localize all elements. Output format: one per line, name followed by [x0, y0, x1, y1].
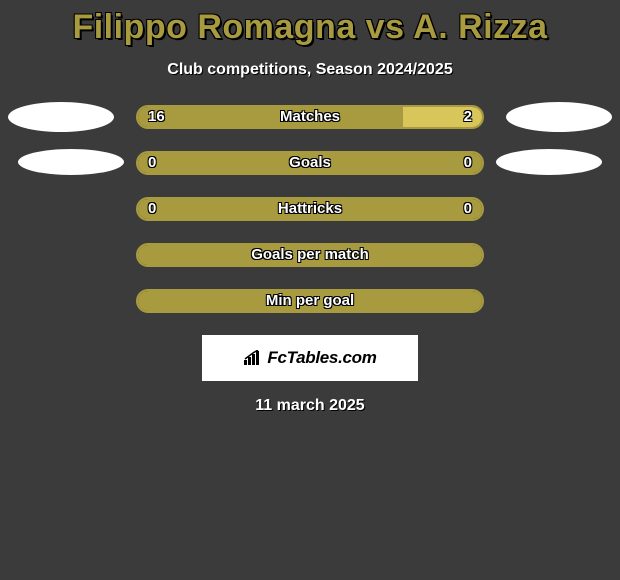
stat-label: Goals: [138, 153, 482, 173]
stat-value-left: 0: [148, 199, 156, 219]
stat-label: Hattricks: [138, 199, 482, 219]
watermark-badge: FcTables.com: [202, 335, 418, 381]
stat-bar: Matches16 2: [136, 105, 484, 129]
chart-icon: [243, 350, 263, 366]
stats-rows: Matches162Goals00Hattricks00Goals per ma…: [0, 105, 620, 313]
stat-row: Goals per match: [0, 243, 620, 267]
comparison-infographic: Filippo Romagna vs A. Rizza Club competi…: [0, 0, 620, 415]
stat-value-right: 0: [464, 153, 472, 173]
stat-label: Goals per match: [138, 245, 482, 265]
player-photo-left: [18, 149, 124, 175]
player-photo-right: [496, 149, 602, 175]
stat-row: Min per goal: [0, 289, 620, 313]
stat-bar: Hattricks0 0: [136, 197, 484, 221]
stat-row: Hattricks0 0: [0, 197, 620, 221]
stat-label: Min per goal: [138, 291, 482, 311]
stat-value-right: 2: [464, 107, 472, 127]
subtitle: Club competitions, Season 2024/2025: [0, 61, 620, 79]
stat-bar: Min per goal: [136, 289, 484, 313]
generation-date: 11 march 2025: [0, 397, 620, 415]
stat-row: Matches16 2: [0, 105, 620, 129]
stat-value-right: 0: [464, 199, 472, 219]
stat-value-left: 16: [148, 107, 165, 127]
watermark-text: FcTables.com: [267, 348, 376, 368]
stat-row: Goals0 0: [0, 151, 620, 175]
stat-bar: Goals per match: [136, 243, 484, 267]
page-title: Filippo Romagna vs A. Rizza: [0, 8, 620, 47]
stat-label: Matches: [138, 107, 482, 127]
stat-value-left: 0: [148, 153, 156, 173]
player-photo-right: [506, 102, 612, 132]
stat-bar: Goals0 0: [136, 151, 484, 175]
player-photo-left: [8, 102, 114, 132]
